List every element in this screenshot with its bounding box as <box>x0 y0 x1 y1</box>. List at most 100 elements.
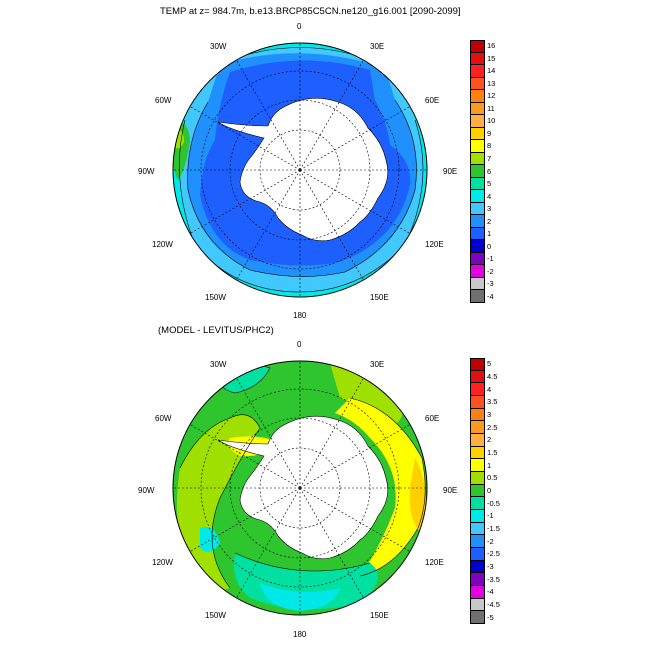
lon-label-0-b: 0 <box>297 340 302 349</box>
colorbar-label: 16 <box>487 41 496 51</box>
colorbar-swatch <box>470 358 485 371</box>
colorbar-label: 1 <box>487 460 492 470</box>
colorbar-label: -0.5 <box>487 498 500 508</box>
colorbar-label: 0.5 <box>487 473 498 483</box>
colorbar-swatch <box>470 215 485 228</box>
colorbar-label: 2 <box>487 435 492 445</box>
colorbar-label: -3 <box>487 562 494 571</box>
colorbar-swatch <box>470 252 485 266</box>
colorbar-label: -1.5 <box>487 524 500 533</box>
colorbar-swatch <box>470 77 485 91</box>
colorbar-swatch <box>470 510 485 523</box>
colorbar-swatch <box>470 202 485 216</box>
lon-label-90e-b: 90E <box>443 486 458 495</box>
lon-label-150w: 150W <box>205 293 226 302</box>
colorbar-label: 2 <box>487 216 492 226</box>
colorbar-label: 7 <box>487 153 492 163</box>
colorbar-label: 5 <box>487 359 492 369</box>
colorbar-label: 1 <box>487 229 492 239</box>
lon-label-120e: 120E <box>425 240 444 249</box>
colorbar-label: 4 <box>487 384 492 394</box>
colorbar-label: 15 <box>487 53 496 63</box>
colorbar-swatch <box>470 65 485 78</box>
lon-label-30w: 30W <box>210 42 227 51</box>
colorbar-swatch <box>470 165 485 178</box>
lon-label-120e-b: 120E <box>425 558 444 567</box>
colorbar-label: -4 <box>487 587 494 597</box>
map-title-top: TEMP at z= 984.7m, b.e13.BRCP85C5CN.ne12… <box>160 6 461 17</box>
colorbar-swatch <box>470 190 485 203</box>
colorbar-swatch <box>470 90 485 103</box>
colorbar-label: -4.5 <box>487 600 500 609</box>
lon-label-120w-b: 120W <box>152 558 173 567</box>
colorbar-swatch <box>470 535 485 548</box>
colorbar-swatch <box>470 560 485 574</box>
colorbar-swatch <box>470 446 485 460</box>
lon-label-60e-b: 60E <box>425 414 440 423</box>
polar-map-temperature <box>160 30 440 310</box>
colorbar-swatch <box>470 40 485 53</box>
colorbar-swatch <box>470 140 485 153</box>
colorbar-label: 10 <box>487 116 496 126</box>
colorbar-swatch <box>470 265 485 278</box>
colorbar-swatch <box>470 408 485 422</box>
colorbar-label: -4 <box>487 291 494 301</box>
colorbar-label: 8 <box>487 141 492 151</box>
polar-map-anomaly <box>160 348 440 628</box>
colorbar-swatch <box>470 459 485 472</box>
colorbar-swatch <box>470 383 485 396</box>
colorbar-swatch <box>470 177 485 191</box>
lon-label-30e: 30E <box>370 42 385 51</box>
lon-label-60w: 60W <box>155 96 172 105</box>
colorbar-swatch <box>470 290 485 303</box>
colorbar-label: 0 <box>487 241 492 251</box>
colorbar-swatch <box>470 115 485 128</box>
colorbar-label: 11 <box>487 103 495 113</box>
lon-label-30e-b: 30E <box>370 360 385 369</box>
map-title-bottom: (MODEL - LEVITUS/PHC2) <box>158 325 274 336</box>
colorbar-swatch <box>470 421 485 434</box>
colorbar-label: 3 <box>487 204 492 214</box>
colorbar-swatch <box>470 573 485 586</box>
colorbar-label: 13 <box>487 78 496 88</box>
colorbar-swatch <box>470 548 485 561</box>
lon-label-180-b: 180 <box>293 630 307 639</box>
colorbar-swatch <box>470 522 485 536</box>
colorbar-swatch <box>470 484 485 498</box>
lon-label-60w-b: 60W <box>155 414 172 423</box>
colorbar-label: -3 <box>487 279 494 289</box>
colorbar-label: -2 <box>487 266 494 276</box>
colorbar-swatch <box>470 370 485 384</box>
colorbar-swatch <box>470 598 485 612</box>
colorbar-swatch <box>470 227 485 241</box>
colorbar-label: 9 <box>487 128 492 138</box>
colorbar-label: 3 <box>487 410 492 419</box>
lon-label-0: 0 <box>297 22 302 31</box>
colorbar-swatch <box>470 102 485 116</box>
colorbar-label: -2 <box>487 536 494 546</box>
colorbar-swatch <box>470 277 485 291</box>
lon-label-90w-b: 90W <box>138 486 155 495</box>
lon-label-90e: 90E <box>443 167 458 176</box>
colorbar-swatch <box>470 52 485 66</box>
colorbar-swatch <box>470 434 485 447</box>
colorbar-swatch <box>470 396 485 409</box>
lon-label-120w: 120W <box>152 240 173 249</box>
colorbar-label: -1 <box>487 254 494 264</box>
colorbar-label: 0 <box>487 486 492 495</box>
colorbar-swatch <box>470 127 485 141</box>
colorbar-swatch <box>470 497 485 510</box>
lon-label-180: 180 <box>293 311 307 320</box>
colorbar-label: 3.5 <box>487 397 498 407</box>
colorbar-label: -3.5 <box>487 574 500 584</box>
colorbar-label: 5 <box>487 179 492 189</box>
colorbar-label: 1.5 <box>487 448 498 457</box>
lon-label-150e-b: 150E <box>370 611 389 620</box>
colorbar-label: -2.5 <box>487 549 500 559</box>
colorbar-label: 12 <box>487 91 496 101</box>
colorbar-label: 4 <box>487 191 492 201</box>
colorbar-swatch <box>470 152 485 166</box>
lon-label-150w-b: 150W <box>205 611 226 620</box>
colorbar-label: 2.5 <box>487 422 498 432</box>
colorbar-label: -1 <box>487 511 494 521</box>
